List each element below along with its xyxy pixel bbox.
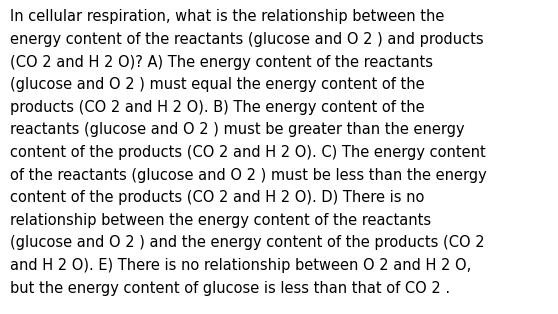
- Text: content of the products (CO 2 and H 2 O). C) The energy content: content of the products (CO 2 and H 2 O)…: [10, 145, 486, 160]
- Text: and H 2 O). E) There is no relationship between O 2 and H 2 O,: and H 2 O). E) There is no relationship …: [10, 258, 472, 273]
- Text: reactants (glucose and O 2 ) must be greater than the energy: reactants (glucose and O 2 ) must be gre…: [10, 122, 465, 138]
- Text: In cellular respiration, what is the relationship between the: In cellular respiration, what is the rel…: [10, 9, 444, 24]
- Text: energy content of the reactants (glucose and O 2 ) and products: energy content of the reactants (glucose…: [10, 32, 484, 47]
- Text: but the energy content of glucose is less than that of CO 2 .: but the energy content of glucose is les…: [10, 281, 450, 296]
- Text: (glucose and O 2 ) must equal the energy content of the: (glucose and O 2 ) must equal the energy…: [10, 77, 425, 92]
- Text: relationship between the energy content of the reactants: relationship between the energy content …: [10, 213, 431, 228]
- Text: products (CO 2 and H 2 O). B) The energy content of the: products (CO 2 and H 2 O). B) The energy…: [10, 100, 425, 115]
- Text: content of the products (CO 2 and H 2 O). D) There is no: content of the products (CO 2 and H 2 O)…: [10, 190, 425, 205]
- Text: (CO 2 and H 2 O)? A) The energy content of the reactants: (CO 2 and H 2 O)? A) The energy content …: [10, 55, 433, 70]
- Text: (glucose and O 2 ) and the energy content of the products (CO 2: (glucose and O 2 ) and the energy conten…: [10, 236, 485, 251]
- Text: of the reactants (glucose and O 2 ) must be less than the energy: of the reactants (glucose and O 2 ) must…: [10, 168, 487, 183]
